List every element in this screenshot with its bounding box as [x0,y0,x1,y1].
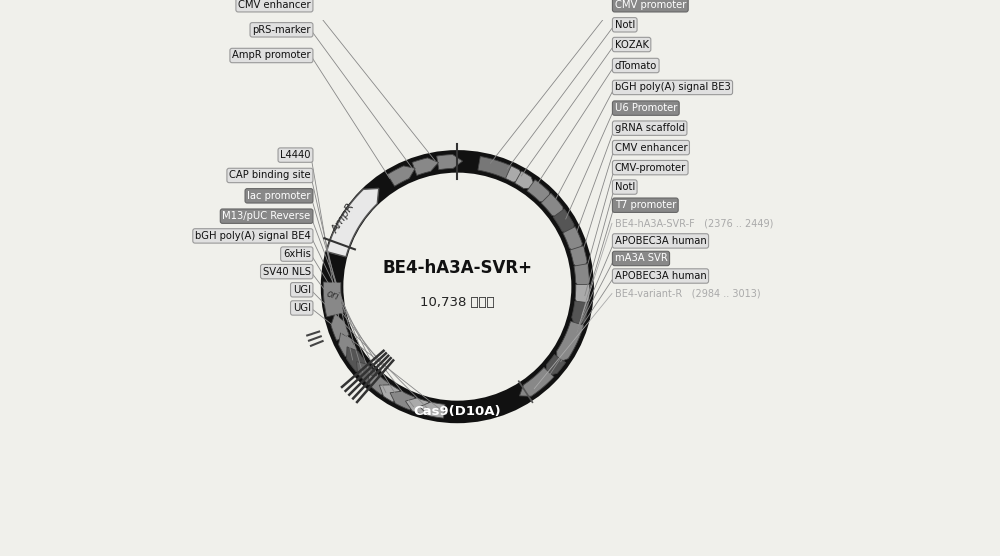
Polygon shape [339,333,357,357]
Polygon shape [356,361,378,385]
Polygon shape [420,402,445,418]
Text: T7 promoter: T7 promoter [615,200,676,210]
Text: AmpR: AmpR [330,202,357,235]
Polygon shape [387,166,415,186]
Polygon shape [553,209,574,236]
Polygon shape [574,264,589,292]
Polygon shape [557,321,584,363]
Text: UGI: UGI [293,303,311,313]
Text: 6xHis: 6xHis [283,249,311,259]
Polygon shape [515,171,535,188]
Text: U6 Promoter: U6 Promoter [615,103,677,113]
Text: ori: ori [325,289,340,302]
Text: bGH poly(A) signal BE3: bGH poly(A) signal BE3 [615,82,730,92]
Text: L4440: L4440 [280,150,311,160]
Polygon shape [519,368,554,396]
Text: mA3A SVR: mA3A SVR [615,254,667,264]
Polygon shape [575,284,590,309]
Text: lac promoter: lac promoter [247,191,311,201]
Polygon shape [327,188,379,257]
Ellipse shape [343,173,571,401]
Text: CMV enhancer: CMV enhancer [238,0,311,10]
Text: 10,738 碱基对: 10,738 碱基对 [420,296,495,309]
Text: gRNA scaffold: gRNA scaffold [615,123,685,133]
Text: dTomato: dTomato [615,61,657,71]
Text: SV40 NLS: SV40 NLS [263,267,311,277]
Text: NotI: NotI [615,182,635,192]
Text: APOBEC3A human: APOBEC3A human [615,271,706,281]
Polygon shape [328,190,376,256]
Polygon shape [323,282,344,317]
Polygon shape [368,375,389,395]
Polygon shape [405,398,429,415]
Text: BE4-variant-R   (2984 .. 3013): BE4-variant-R (2984 .. 3013) [615,289,760,299]
Polygon shape [527,180,551,203]
Polygon shape [541,193,563,219]
Polygon shape [546,355,566,376]
Polygon shape [346,347,367,371]
Text: CAP binding site: CAP binding site [229,171,311,181]
Ellipse shape [321,150,594,423]
Polygon shape [390,391,415,410]
Text: pRS-marker: pRS-marker [252,25,311,35]
Text: BE4-hA3A-SVR+: BE4-hA3A-SVR+ [382,259,532,277]
Polygon shape [572,301,589,329]
Text: APOBEC3A human: APOBEC3A human [615,236,706,246]
Polygon shape [563,227,582,255]
Text: NotI: NotI [615,20,635,30]
Text: bGH poly(A) signal BE4: bGH poly(A) signal BE4 [195,231,311,241]
Polygon shape [331,314,349,340]
Text: CMV-promoter: CMV-promoter [615,163,686,172]
Text: BE4-hA3A-SVR-F   (2376 .. 2449): BE4-hA3A-SVR-F (2376 .. 2449) [615,219,773,229]
Polygon shape [412,158,439,175]
Polygon shape [506,166,525,182]
Text: CMV enhancer: CMV enhancer [615,142,687,152]
Polygon shape [478,156,517,178]
Text: UGI: UGI [293,285,311,295]
Text: KOZAK: KOZAK [615,39,649,49]
Text: AmpR promoter: AmpR promoter [232,51,311,61]
Polygon shape [379,385,400,402]
Polygon shape [570,246,587,272]
Polygon shape [437,155,463,170]
Text: M13/pUC Reverse: M13/pUC Reverse [222,211,311,221]
Text: CMV promoter: CMV promoter [615,0,686,10]
Text: Cas9(D10A): Cas9(D10A) [414,405,501,419]
